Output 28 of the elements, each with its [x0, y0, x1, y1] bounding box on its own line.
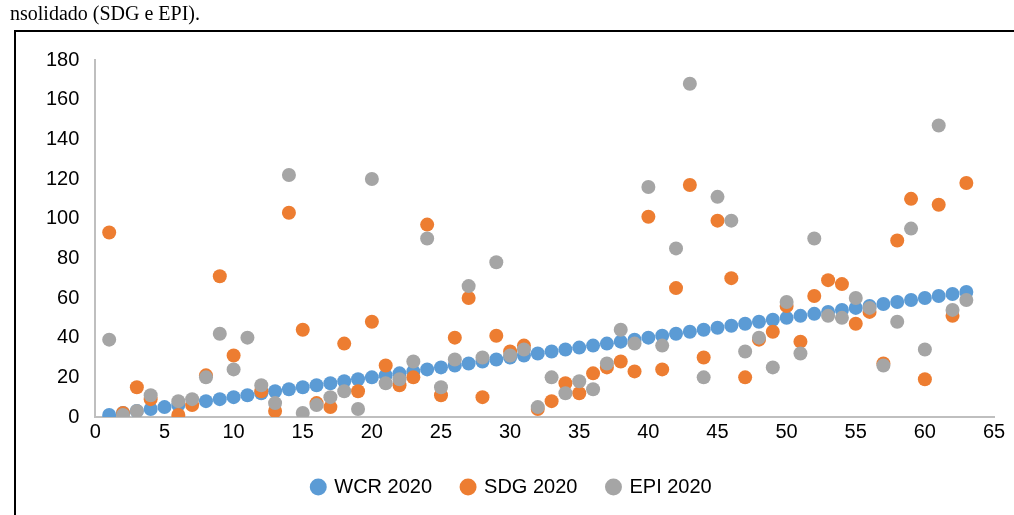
x-tick-label: 10	[222, 419, 245, 442]
x-tick-label: 30	[499, 419, 522, 442]
x-tick-label: 60	[913, 419, 936, 442]
x-tick-label: 25	[429, 419, 453, 442]
x-tick-label: 55	[844, 419, 867, 442]
legend-label: SDG 2020	[484, 474, 578, 497]
x-tick-label: 5	[158, 419, 171, 442]
y-tick-label: 180	[45, 47, 80, 70]
x-tick-label: 40	[637, 419, 660, 442]
y-tick-label: 60	[57, 285, 80, 308]
y-tick-label: 140	[45, 126, 80, 149]
y-tick-label: 80	[57, 245, 80, 268]
y-tick-label: 20	[57, 364, 80, 387]
x-tick-label: 0	[89, 419, 101, 442]
x-tick-label: 45	[706, 419, 729, 442]
x-tick-label: 65	[982, 419, 1006, 442]
legend-label: WCR 2020	[334, 474, 433, 497]
x-tick-label: 15	[291, 419, 314, 442]
y-tick-label: 0	[68, 404, 80, 427]
x-tick-label: 35	[568, 419, 591, 442]
text: nsolidado (SDG e EPI).	[10, 2, 200, 24]
y-tick-label: 120	[45, 166, 80, 189]
y-tick-label: 160	[45, 87, 80, 110]
y-tick-label: 40	[57, 325, 80, 348]
legend-label: EPI 2020	[629, 474, 712, 497]
x-tick-label: 50	[775, 419, 798, 442]
x-tick-label: 20	[360, 419, 383, 442]
y-tick-label: 100	[45, 206, 80, 229]
